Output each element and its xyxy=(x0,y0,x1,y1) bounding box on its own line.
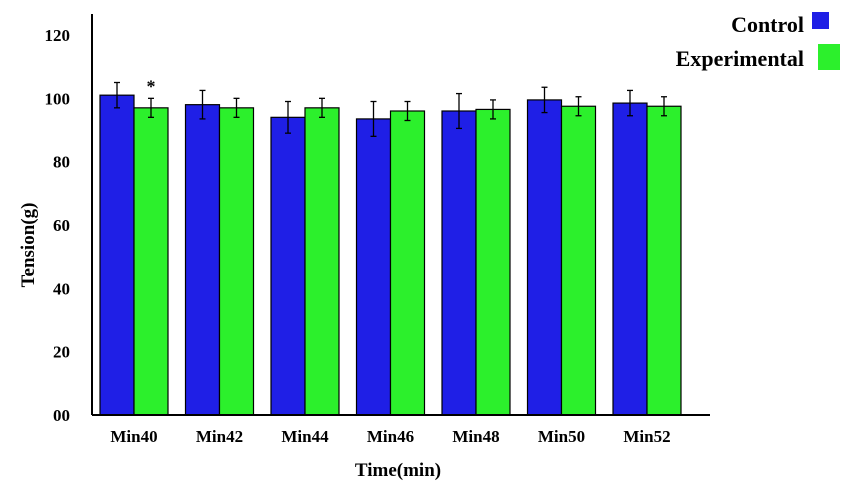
x-tick-label: Min44 xyxy=(281,427,329,446)
y-axis-tick-labels: 00 20 40 60 80 100 120 xyxy=(45,26,71,425)
x-tick-label: Min48 xyxy=(452,427,499,446)
significance-marker: * xyxy=(147,76,156,96)
x-tick-label: Min40 xyxy=(110,427,157,446)
bar-experimental-min40 xyxy=(133,107,169,416)
y-tick-label: 00 xyxy=(53,406,70,425)
y-tick-label: 100 xyxy=(45,89,71,108)
bar-control-min52 xyxy=(612,102,648,416)
bar-control-min44 xyxy=(270,116,306,416)
y-tick-label: 40 xyxy=(53,279,70,298)
legend-swatch-control xyxy=(812,12,829,29)
bar-experimental-min42 xyxy=(218,107,255,416)
x-tick-label: Min50 xyxy=(538,427,585,446)
y-tick-label: 60 xyxy=(53,216,70,235)
legend-label-control: Control xyxy=(731,12,804,37)
x-tick-label: Min46 xyxy=(367,427,414,446)
legend: Control Experimental xyxy=(676,12,840,71)
error-bars-group xyxy=(114,81,667,137)
y-tick-label: 120 xyxy=(45,26,71,45)
bars-group xyxy=(99,94,682,416)
bar-experimental-min50 xyxy=(560,105,597,416)
annotations-group: * xyxy=(147,76,156,96)
x-tick-label: Min42 xyxy=(196,427,243,446)
x-axis-tick-labels: Min40 Min42 Min44 Min46 Min48 Min50 Min52 xyxy=(110,427,670,446)
x-tick-label: Min52 xyxy=(623,427,670,446)
bar-experimental-min44 xyxy=(304,107,340,416)
bar-control-min50 xyxy=(526,99,563,416)
y-tick-label: 20 xyxy=(53,343,70,362)
legend-label-experimental: Experimental xyxy=(676,46,804,71)
bar-experimental-min52 xyxy=(646,105,682,416)
bar-control-min48 xyxy=(441,110,477,416)
y-tick-label: 80 xyxy=(53,153,70,172)
bar-control-min42 xyxy=(184,104,221,416)
legend-swatch-experimental xyxy=(818,44,840,70)
bar-experimental-min48 xyxy=(475,108,511,416)
bar-experimental-min46 xyxy=(389,110,426,416)
bar-control-min40 xyxy=(99,94,135,416)
bar-control-min46 xyxy=(355,118,392,416)
x-axis-label: Time(min) xyxy=(355,460,441,481)
y-axis-label: Tension(g) xyxy=(18,203,39,288)
